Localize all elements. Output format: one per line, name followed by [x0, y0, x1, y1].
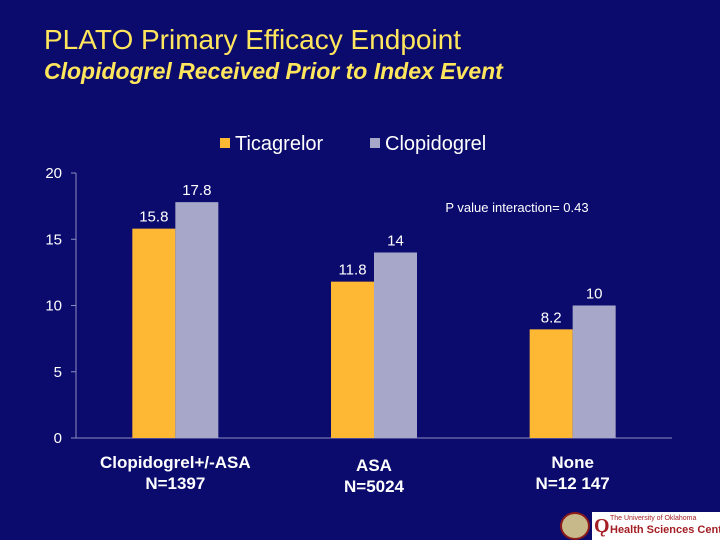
y-tick-label: 5 [54, 364, 62, 381]
y-tick-label: 20 [45, 165, 62, 182]
x-category-line: N=5024 [343, 477, 405, 496]
x-category-label: Clopidogrel+/-ASA N=1397 [85, 452, 265, 494]
bar-labels: 15.8 17.8 11.8 14 8.2 10 [139, 182, 602, 326]
slide-subtitle: Clopidogrel Received Prior to Index Even… [44, 58, 503, 84]
bar-value-label: 10 [586, 286, 603, 303]
bar-value-label: 14 [387, 233, 404, 250]
chart-legend: Ticagrelor Clopidogrel [220, 133, 486, 155]
bar-ticagrelor-1 [331, 281, 374, 438]
legend-swatch-ticagrelor [220, 138, 230, 148]
p-value-annotation: P value interaction= 0.43 [445, 200, 588, 215]
slide-title: PLATO Primary Efficacy Endpoint [44, 24, 462, 55]
x-category-line: N=1397 [145, 474, 206, 493]
bar-clopidogrel-1 [374, 252, 417, 438]
logo-line-1: The University of Oklahoma [610, 515, 697, 522]
x-category-line: None [551, 453, 594, 472]
y-tick-label: 15 [45, 231, 62, 248]
bar-ticagrelor-2 [529, 329, 573, 438]
logo-line-2: Health Sciences Center [610, 524, 720, 536]
x-category-line: N=12 147 [535, 474, 610, 493]
bar-value-label: 11.8 [338, 262, 366, 279]
bar-ticagrelor-0 [132, 228, 176, 438]
bar-value-label: 8.2 [541, 309, 562, 326]
university-logo: Ǫ The University of Oklahoma Health Scie… [592, 512, 720, 540]
bar-clopidogrel-0 [175, 202, 219, 438]
ou-logo-icon: Ǫ [594, 515, 610, 537]
y-tick-label: 0 [54, 430, 62, 447]
legend-label-ticagrelor: Ticagrelor [235, 133, 324, 155]
bar-value-label: 15.8 [139, 209, 168, 226]
legend-swatch-clopidogrel [370, 138, 380, 148]
x-category-label: None N=12 147 [483, 452, 663, 494]
x-category-line: Clopidogrel+/-ASA [100, 453, 251, 472]
x-category-line: ASA [356, 456, 392, 475]
university-seal-icon [560, 512, 590, 540]
legend-label-clopidogrel: Clopidogrel [385, 133, 486, 155]
bars [132, 202, 616, 438]
bar-value-label: 17.8 [182, 182, 211, 199]
y-tick-label: 10 [45, 298, 62, 315]
x-category-label: ASA N=5024 [284, 455, 464, 497]
bar-clopidogrel-2 [572, 305, 616, 438]
